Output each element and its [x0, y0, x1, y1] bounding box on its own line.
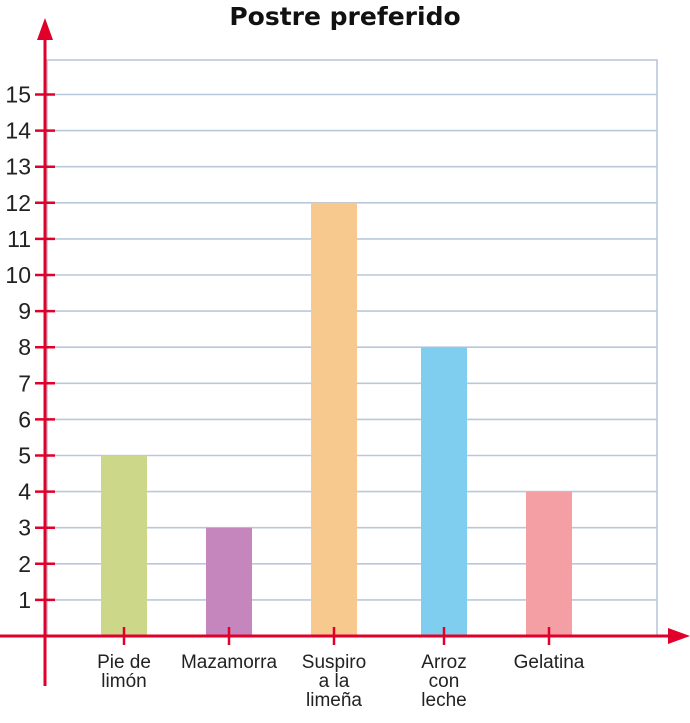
chart-title: Postre preferido: [229, 2, 460, 31]
y-tick-label: 5: [18, 443, 31, 469]
y-axis-arrow: [37, 18, 53, 40]
y-tick-label: 13: [5, 154, 31, 180]
axes: [0, 18, 690, 686]
bar: [421, 347, 467, 636]
y-tick-label: 3: [18, 515, 31, 541]
x-axis-labels: Pie de limón Mazamorra Suspiro a la limeña Arr…: [97, 627, 585, 711]
x-axis-arrow: [668, 628, 690, 644]
y-tick-label: 10: [5, 262, 31, 288]
y-tick-label: 2: [18, 551, 31, 577]
y-tick-label: 11: [7, 226, 31, 252]
y-tick-label: 15: [5, 82, 31, 108]
x-tick-label: Suspiro a la limeña: [302, 652, 366, 711]
x-tick-label: Gelatina: [514, 652, 585, 673]
y-tick-label: 1: [18, 587, 31, 613]
y-tick-label: 7: [18, 370, 31, 396]
y-tick-label: 12: [5, 190, 31, 216]
y-tick-label: 6: [18, 406, 31, 432]
bar: [206, 527, 252, 636]
y-tick-label: 14: [5, 118, 31, 144]
x-tick-label: Mazamorra: [181, 652, 278, 673]
y-tick-label: 9: [18, 298, 31, 324]
bars: [101, 202, 572, 637]
bar: [101, 455, 147, 636]
bar: [526, 491, 572, 636]
x-tick-label: Pie de limón: [97, 652, 151, 692]
bar: [311, 202, 357, 637]
x-tick-label: Arroz con leche: [421, 652, 466, 711]
y-tick-label: 8: [18, 334, 31, 360]
y-tick-label: 4: [18, 479, 31, 505]
